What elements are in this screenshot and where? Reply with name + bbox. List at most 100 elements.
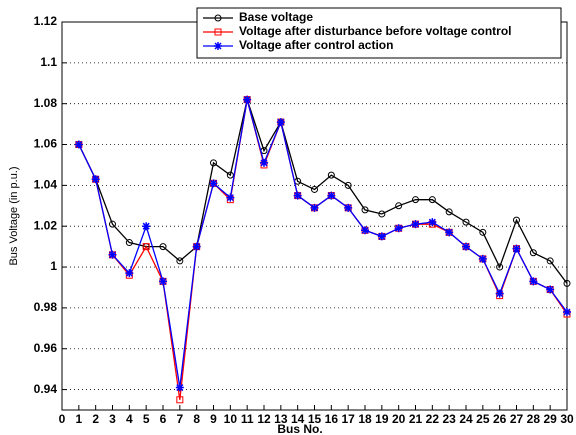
y-tick-label: 1 [50, 259, 57, 273]
marker [176, 396, 184, 404]
marker [214, 14, 222, 22]
marker [563, 307, 571, 316]
x-tick-label: 11 [241, 412, 254, 426]
x-tick-label: 4 [126, 412, 133, 426]
marker [74, 140, 83, 149]
marker [428, 218, 437, 227]
marker [495, 289, 504, 298]
marker [214, 42, 222, 50]
marker [142, 243, 150, 251]
marker [125, 239, 133, 247]
marker [513, 216, 520, 224]
x-tick-label: 25 [476, 412, 490, 426]
x-tick-label: 0 [59, 412, 66, 426]
x-tick-label: 10 [224, 412, 238, 426]
marker [327, 191, 336, 200]
marker [512, 244, 521, 253]
marker [226, 193, 235, 202]
marker [327, 171, 335, 179]
marker [209, 179, 218, 188]
marker [142, 222, 151, 231]
x-tick-label: 18 [358, 412, 372, 426]
y-tick-label: 1.02 [34, 218, 58, 232]
x-tick-label: 13 [274, 412, 288, 426]
y-tick-label: 0.98 [34, 300, 58, 314]
marker [361, 226, 369, 235]
marker [378, 210, 386, 218]
x-tick-label: 17 [341, 412, 355, 426]
marker [529, 249, 537, 257]
marker [546, 285, 555, 294]
x-tick-label: 29 [543, 412, 557, 426]
marker [445, 228, 454, 237]
y-tick-label: 0.96 [34, 341, 58, 355]
marker [260, 158, 268, 167]
x-tick-label: 22 [426, 412, 440, 426]
x-tick-label: 30 [560, 412, 574, 426]
marker [361, 206, 369, 214]
y-axis-label: Bus Voltage (in p.u.) [8, 166, 20, 265]
x-axis-label: Bus No. [277, 422, 322, 435]
marker [546, 257, 554, 265]
marker [428, 196, 436, 204]
marker [496, 263, 504, 271]
marker [445, 208, 453, 216]
marker [529, 277, 538, 286]
x-tick-label: 16 [325, 412, 339, 426]
y-tick-label: 1.1 [40, 55, 57, 69]
x-tick-label: 12 [257, 412, 271, 426]
marker [395, 202, 403, 210]
marker [91, 175, 100, 184]
marker [276, 118, 285, 127]
y-tick-label: 1.08 [34, 96, 58, 110]
marker [479, 228, 487, 236]
marker [344, 181, 352, 189]
x-tick-label: 8 [193, 412, 200, 426]
marker [176, 257, 184, 265]
x-tick-label: 9 [210, 412, 217, 426]
x-tick-label: 24 [459, 412, 473, 426]
y-tick-label: 1.06 [34, 137, 58, 151]
marker [159, 277, 167, 286]
x-tick-label: 19 [375, 412, 389, 426]
marker [412, 196, 419, 204]
legend-label: Voltage after disturbance before voltage… [239, 24, 512, 38]
marker [226, 171, 234, 179]
y-tick-label: 1.12 [34, 14, 58, 28]
x-tick-label: 26 [493, 412, 507, 426]
marker [377, 232, 386, 241]
marker [159, 243, 167, 251]
legend-label: Base voltage [239, 10, 313, 24]
x-tick-label: 23 [442, 412, 456, 426]
x-tick-label: 27 [510, 412, 524, 426]
marker [192, 242, 201, 251]
marker [478, 254, 487, 263]
marker [108, 250, 117, 259]
marker [411, 220, 420, 229]
x-tick-label: 15 [308, 412, 322, 426]
y-tick-label: 0.94 [34, 382, 58, 396]
x-tick-label: 5 [143, 412, 150, 426]
marker [462, 218, 470, 226]
x-tick-label: 1 [75, 412, 82, 426]
marker [311, 185, 318, 193]
marker [214, 28, 222, 36]
x-tick-label: 7 [176, 412, 183, 426]
marker [175, 383, 184, 392]
y-tick-label: 1.04 [34, 178, 58, 192]
x-tick-label: 2 [92, 412, 99, 426]
marker [310, 203, 319, 212]
marker [293, 191, 302, 200]
x-tick-label: 28 [527, 412, 541, 426]
marker [125, 269, 134, 278]
marker [243, 95, 252, 104]
series-line [78, 99, 568, 388]
marker [210, 159, 217, 167]
legend-box [196, 7, 562, 59]
x-tick-label: 3 [109, 412, 116, 426]
marker [394, 224, 403, 233]
x-tick-label: 21 [409, 412, 423, 426]
marker [109, 220, 116, 228]
